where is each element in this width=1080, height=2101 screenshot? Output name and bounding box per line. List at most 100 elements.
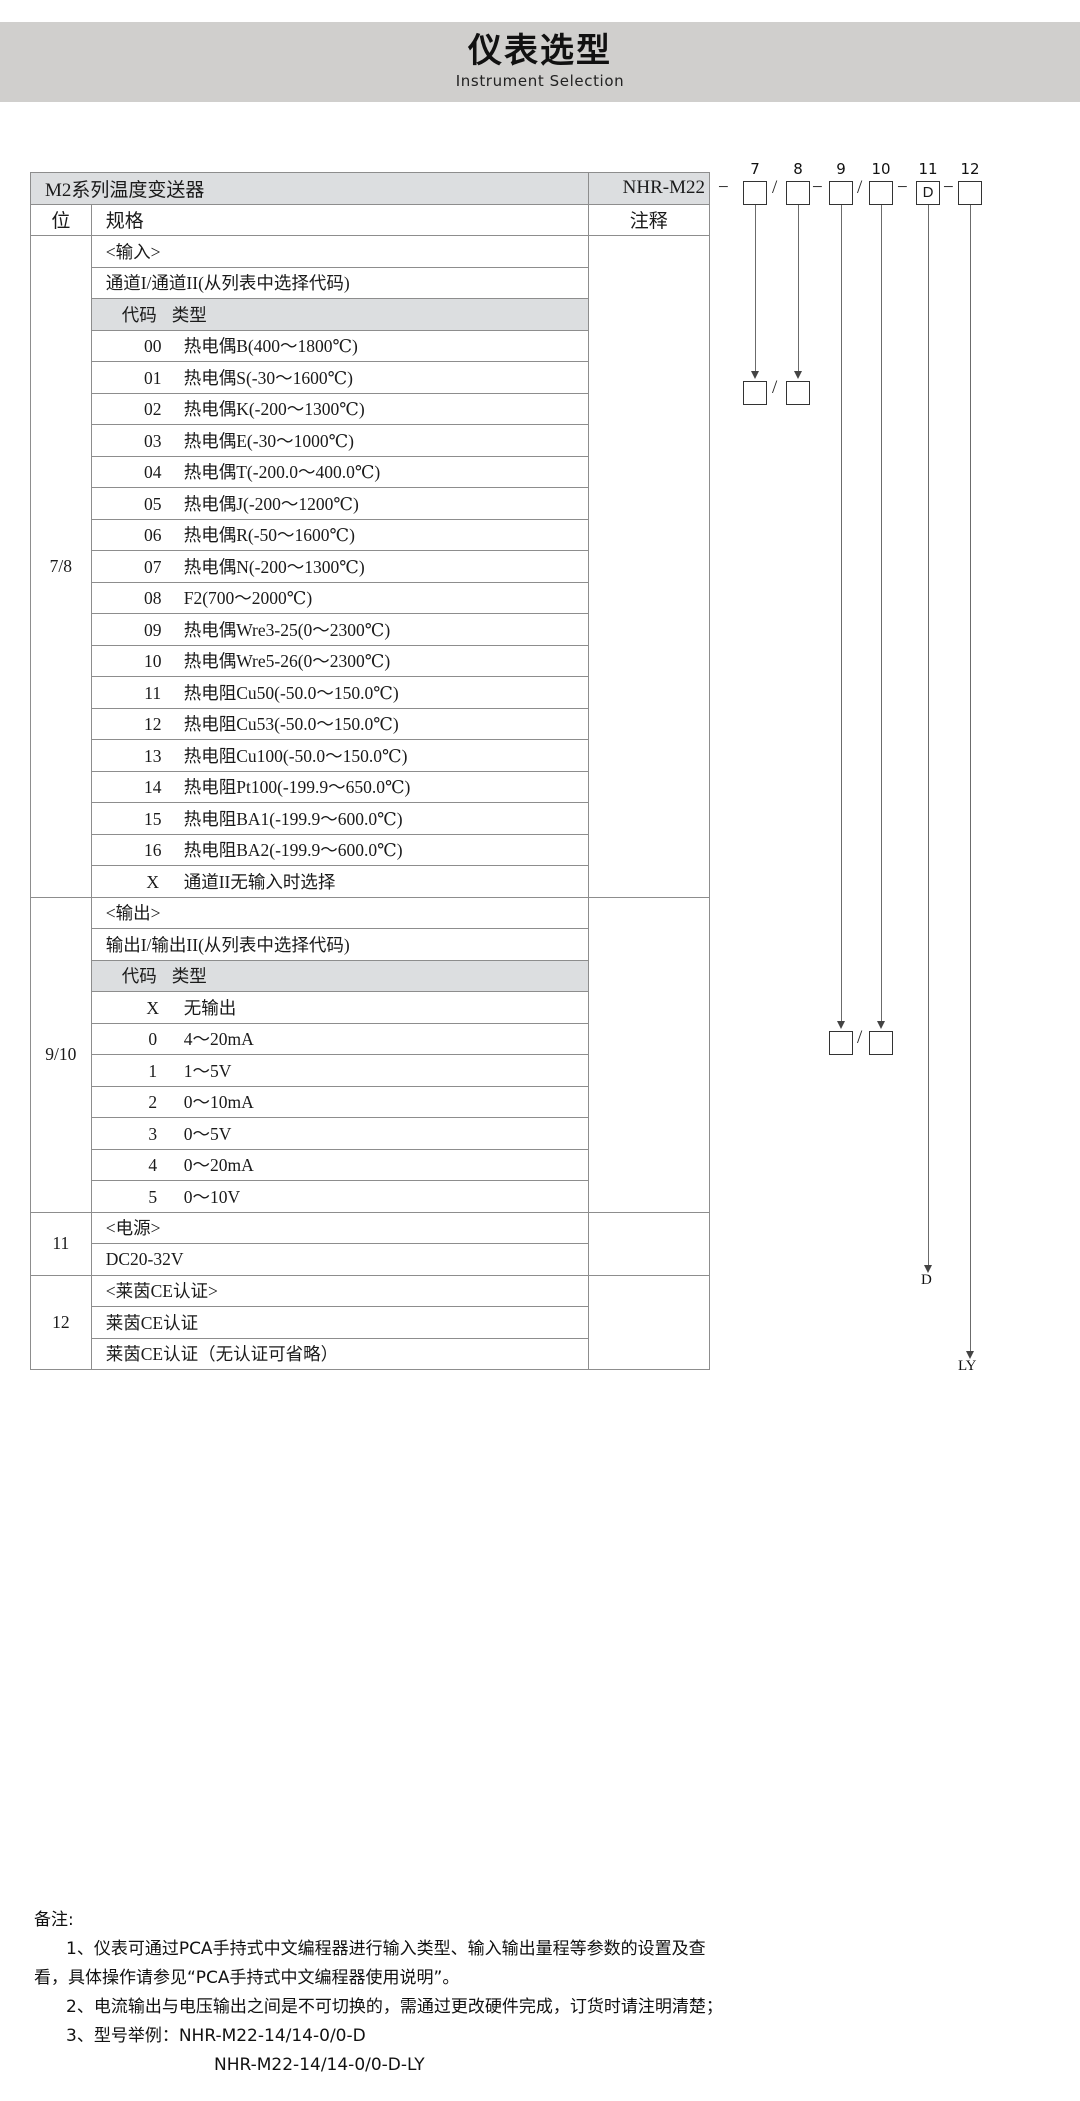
note-cell-power — [587, 1211, 711, 1276]
note-item-3: 3、型号举例：NHR-M22-14/14-0/0-D — [66, 2026, 366, 2046]
selection-table: M2系列温度变送器 NHR-M22 位 规格 注释 7/8 <输入> 通道I/通… — [30, 172, 711, 1370]
leader-line-12 — [970, 205, 971, 1353]
position-number-7: 7 — [750, 160, 760, 178]
code-value: 07 — [143, 556, 162, 577]
code-value: 06 — [143, 525, 162, 546]
code-value: 11 — [144, 682, 162, 703]
callout-separator-output: / — [857, 1027, 863, 1048]
section-title-output: <输出> — [90, 896, 589, 929]
code-header-code-input: 代码 — [121, 304, 157, 325]
code-header-code-output: 代码 — [121, 966, 157, 987]
table-row: 莱茵CE认证 — [31, 1306, 710, 1339]
code-type: 热电偶T(-200.0～400.0℃) — [183, 462, 381, 483]
code-value: 05 — [143, 493, 162, 514]
leader-line-9 — [841, 205, 842, 1023]
table-row: 12 <莱茵CE认证> — [30, 1274, 711, 1370]
code-box-10 — [869, 181, 893, 205]
code-value: 2 — [148, 1092, 158, 1113]
code-type: 热电阻Cu53(-50.0～150.0℃) — [183, 714, 399, 735]
code-type: 热电偶S(-30～1600℃) — [183, 367, 354, 388]
table-row: 09 热电偶Wre3-25(0～2300℃) — [31, 613, 710, 646]
leader-arrow-11 — [924, 1265, 932, 1273]
callout-box-input-2 — [786, 381, 810, 405]
note-item-1-cont: 看，具体操作请参见“PCA手持式中文编程器使用说明”。 — [34, 1968, 460, 1988]
code-type: F2(700～2000℃) — [183, 588, 313, 609]
code-type: 热电阻Pt100(-199.9～650.0℃) — [183, 777, 411, 798]
separator-slash-2: / — [857, 177, 863, 198]
col-header-spec: 规格 — [90, 203, 589, 236]
code-value: 12 — [143, 714, 162, 735]
section-title-input: <输入> — [90, 235, 589, 268]
table-title-row: M2系列温度变送器 NHR-M22 — [30, 172, 711, 205]
leader-arrow-9 — [837, 1021, 845, 1029]
footer-notes: 备注: 1、仪表可通过PCA手持式中文编程器进行输入类型、输入输出量程等参数的设… — [34, 1906, 1054, 2080]
note-cell-input — [587, 235, 711, 898]
col-header-position: 位 — [30, 203, 92, 236]
table-row: 13 热电阻Cu100(-50.0～150.0℃) — [31, 739, 710, 772]
code-header-output: 代码 类型 — [90, 959, 589, 992]
table-row: 11 热电阻Cu50(-50.0～150.0℃) — [31, 676, 710, 709]
page-subtitle: Instrument Selection — [455, 72, 625, 91]
code-header-input: 代码 类型 — [90, 298, 589, 331]
code-value: 01 — [143, 367, 162, 388]
table-row: 07 热电偶N(-200～1300℃) — [31, 550, 710, 583]
table-row: 05 热电偶J(-200～1200℃) — [31, 487, 710, 520]
position-number-9: 9 — [836, 160, 846, 178]
separator-dash-1: − — [718, 177, 729, 198]
code-header-type-input: 类型 — [171, 304, 207, 325]
callout-box-output-2 — [869, 1031, 893, 1055]
code-type: 热电阻Cu100(-50.0～150.0℃) — [183, 745, 408, 766]
code-type: 热电阻BA2(-199.9～600.0℃) — [183, 840, 403, 861]
table-row: 08 F2(700～2000℃) — [31, 581, 710, 614]
code-value: 5 — [148, 1186, 158, 1207]
note-cell-output — [587, 896, 711, 1213]
code-type: 热电偶N(-200～1300℃) — [183, 556, 365, 577]
page-title: 仪表选型 — [468, 30, 612, 71]
code-type: 无输出 — [183, 997, 237, 1018]
code-type: 热电偶E(-30～1000℃) — [183, 430, 354, 451]
leader-line-11 — [928, 205, 929, 1267]
code-value: X — [146, 871, 160, 892]
position-label-ce: 12 — [30, 1274, 92, 1370]
code-box-8 — [786, 181, 810, 205]
section-subtitle-output: 输出I/输出II(从列表中选择代码) — [90, 928, 589, 961]
code-value: X — [146, 997, 160, 1018]
separator-slash-1: / — [772, 177, 778, 198]
table-row: 5 0～10V — [31, 1180, 710, 1213]
position-number-10: 10 — [871, 160, 891, 178]
callout-label-power: D — [921, 1272, 932, 1288]
product-series-name: M2系列温度变送器 — [30, 172, 589, 205]
code-type: 热电阻BA1(-199.9～600.0℃) — [183, 808, 403, 829]
note-item-3-example-2: NHR-M22-14/14-0/0-D-LY — [214, 2055, 425, 2075]
table-row: 通道I/通道II(从列表中选择代码) — [31, 266, 710, 299]
code-value: 0 — [148, 1029, 158, 1050]
code-value: 15 — [143, 808, 162, 829]
leader-arrow-8 — [794, 371, 802, 379]
code-value: 1 — [148, 1060, 158, 1081]
code-type: 热电偶J(-200～1200℃) — [183, 493, 359, 514]
ce-value-2: 莱茵CE认证（无认证可省略） — [90, 1337, 589, 1370]
callout-label-ce: LY — [958, 1358, 977, 1374]
code-type: 0～10V — [183, 1186, 241, 1207]
section-title-ce: <莱茵CE认证> — [90, 1274, 589, 1307]
power-value: DC20-32V — [90, 1243, 589, 1276]
code-type: 热电偶R(-50～1600℃) — [183, 525, 355, 546]
code-type: 热电偶B(400～1800℃) — [183, 336, 358, 357]
code-header-type-output: 类型 — [171, 966, 207, 987]
code-type: 0～10mA — [183, 1092, 254, 1113]
code-value: 16 — [143, 840, 162, 861]
model-prefix-label: NHR-M22 — [587, 172, 711, 205]
section-title-power: <电源> — [90, 1211, 589, 1244]
ce-value-1: 莱茵CE认证 — [90, 1306, 589, 1339]
code-value: 04 — [143, 462, 162, 483]
code-box-9 — [829, 181, 853, 205]
code-box-7 — [743, 181, 767, 205]
position-label-power: 11 — [30, 1211, 92, 1276]
table-row: 02 热电偶K(-200～1300℃) — [31, 392, 710, 425]
callout-box-input-1 — [743, 381, 767, 405]
code-value: 03 — [143, 430, 162, 451]
separator-dash-2: − — [812, 177, 823, 198]
callout-separator-input: / — [772, 377, 778, 398]
page-header-banner: 仪表选型 Instrument Selection — [0, 22, 1080, 102]
table-row: 14 热电阻Pt100(-199.9～650.0℃) — [31, 770, 710, 803]
